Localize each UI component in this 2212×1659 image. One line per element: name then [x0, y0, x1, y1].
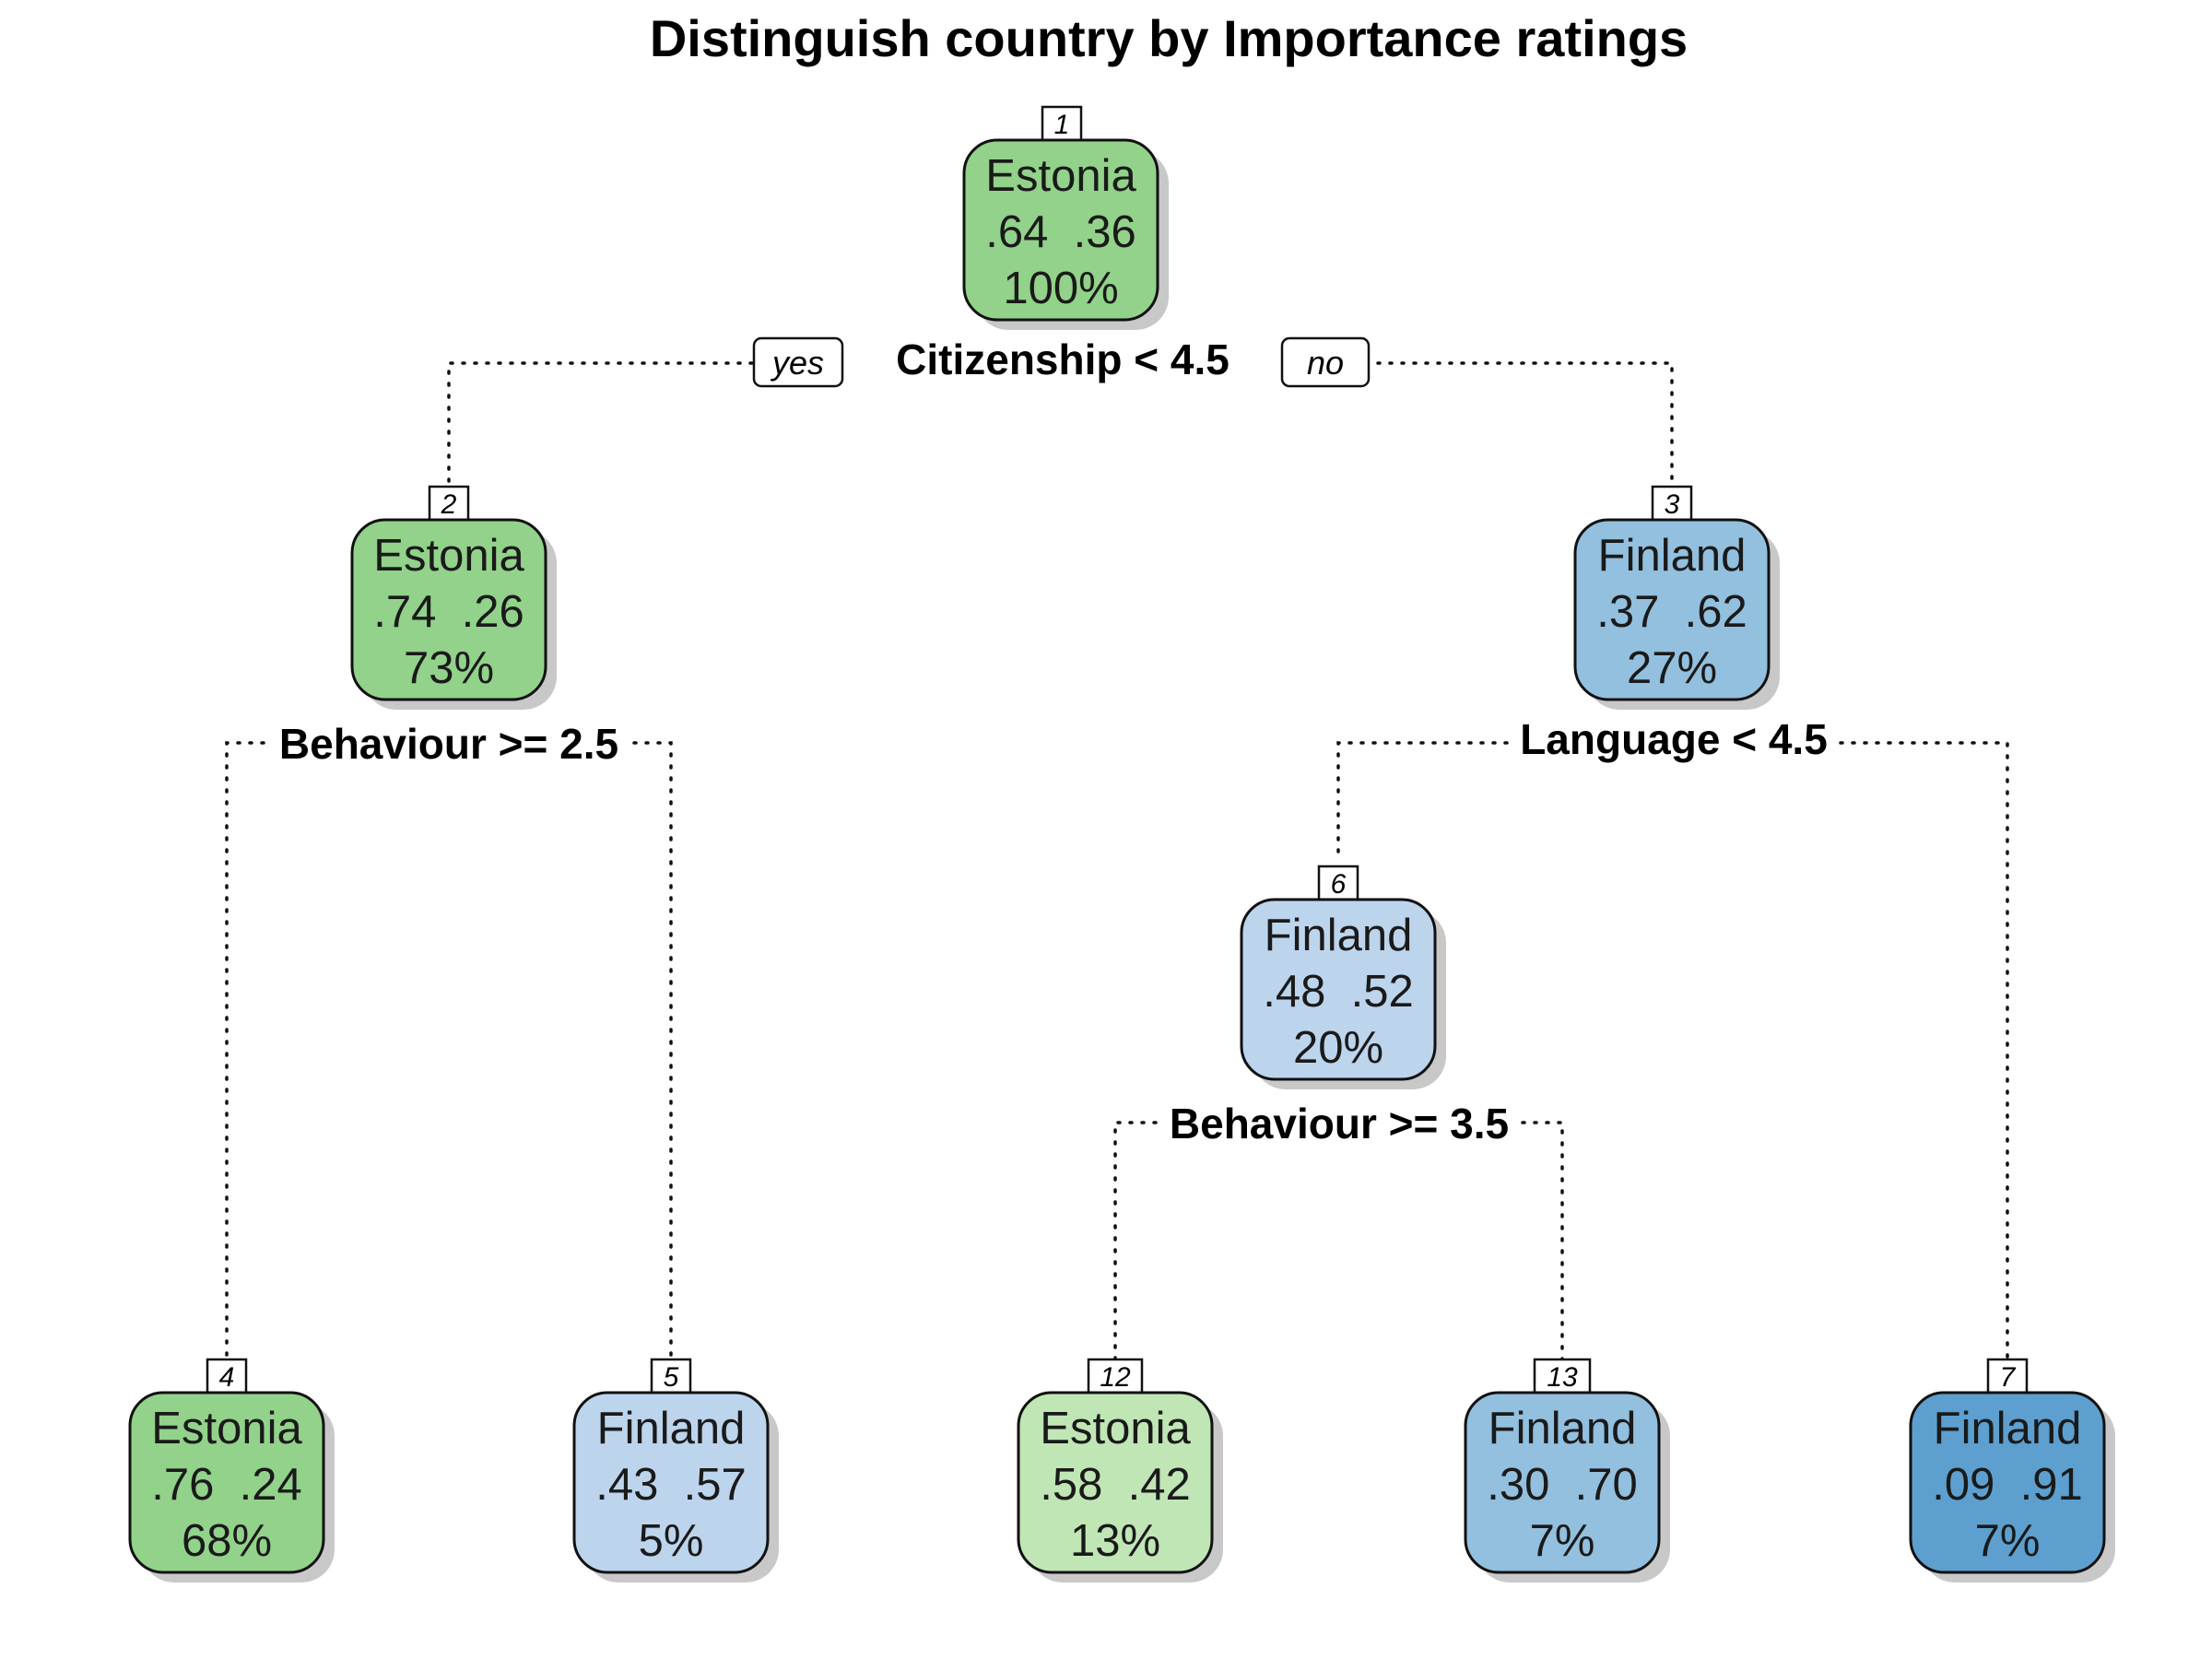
edge-3-6 [1336, 741, 1509, 864]
edge-1-2 [447, 361, 754, 483]
node-box [128, 1391, 325, 1574]
node-box [572, 1391, 770, 1574]
tree-node-6: 6 Finland .48 .52 20% [1240, 865, 1446, 1089]
node-class: Finland [1488, 1404, 1637, 1453]
node-number: 5 [664, 1362, 679, 1393]
node-number: 2 [441, 489, 457, 520]
node-probs: .09 .91 [1932, 1460, 2082, 1510]
node-number-box [1986, 1358, 2029, 1394]
node-number: 1 [1054, 110, 1070, 140]
tree-node-12: 12 Estonia .58 .42 13% [1017, 1358, 1223, 1583]
node-number-box [206, 1358, 248, 1394]
node-number-box [1651, 485, 1693, 522]
node-percent: 100% [1003, 264, 1118, 313]
node-number-box [428, 485, 470, 522]
node-percent: 5% [639, 1516, 704, 1566]
node-probs: .43 .57 [595, 1460, 746, 1510]
tree-node-1: 1 Estonia .64 .36 100% [962, 105, 1169, 330]
node-number: 12 [1100, 1362, 1131, 1393]
node-probs: .64 .36 [985, 207, 1135, 257]
node-percent: 7% [1530, 1516, 1595, 1566]
node-number-box [650, 1358, 692, 1394]
split-label-1: Citizenship < 4.5 [896, 335, 1230, 383]
node-number: 6 [1331, 869, 1347, 900]
split-label-6: Behaviour >= 3.5 [1170, 1100, 1509, 1147]
edge-6-12 [1113, 1121, 1158, 1362]
node-class: Finland [1598, 531, 1747, 581]
split-label-2: Behaviour >= 2.5 [279, 720, 618, 768]
tree-node-7: 7 Finland .09 .91 7% [1909, 1358, 2115, 1583]
edge-2-4 [225, 741, 265, 1362]
node-percent: 20% [1293, 1023, 1383, 1073]
node-class: Estonia [985, 151, 1136, 201]
node-percent: 27% [1627, 643, 1717, 693]
node-class: Finland [1265, 911, 1413, 960]
node-box [1464, 1391, 1661, 1574]
node-class: Estonia [1040, 1404, 1191, 1453]
node-number: 3 [1665, 489, 1680, 520]
edge-1-3 [1376, 361, 1674, 483]
tree-node-3: 3 Finland .37 .62 27% [1573, 485, 1780, 710]
node-class: Finland [1934, 1404, 2082, 1453]
tree-node-4: 4 Estonia .76 .24 68% [128, 1358, 335, 1583]
tree-node-13: 13 Finland .30 .70 7% [1464, 1358, 1670, 1583]
node-class: Estonia [373, 531, 524, 581]
node-percent: 7% [1975, 1516, 2041, 1566]
tree-node-2: 2 Estonia .74 .26 73% [350, 485, 557, 710]
node-box [1240, 898, 1437, 1081]
node-box [1909, 1391, 2106, 1574]
node-class: Finland [597, 1404, 746, 1453]
edge-3-7 [1839, 741, 2009, 1362]
node-probs: .48 .52 [1263, 967, 1413, 1017]
node-probs: .74 .26 [373, 587, 524, 637]
no-label-text: no [1307, 344, 1344, 382]
node-probs: .58 .42 [1040, 1460, 1190, 1510]
split-label-3: Language < 4.5 [1520, 715, 1828, 763]
tree-edges [225, 361, 2009, 1362]
no-label-box [1280, 336, 1371, 388]
diagram-title: Distinguish country by Importance rating… [650, 9, 1688, 67]
node-number: 13 [1547, 1362, 1578, 1393]
node-probs: .30 .70 [1487, 1460, 1637, 1510]
yes-label-text: yes [770, 344, 824, 382]
edge-6-13 [1521, 1121, 1564, 1362]
node-probs: .76 .24 [151, 1460, 301, 1510]
node-number: 7 [2000, 1362, 2017, 1393]
node-class: Estonia [151, 1404, 302, 1453]
node-percent: 13% [1070, 1516, 1160, 1566]
node-probs: .37 .62 [1596, 587, 1747, 637]
yes-label: yes [752, 336, 844, 388]
yes-label-box [752, 336, 844, 388]
tree-node-5: 5 Finland .43 .57 5% [572, 1358, 779, 1583]
node-percent: 73% [404, 643, 494, 693]
node-box [962, 138, 1159, 322]
node-box [350, 518, 547, 701]
no-label: no [1280, 336, 1371, 388]
node-box [1573, 518, 1771, 701]
edge-2-5 [632, 741, 673, 1362]
node-box [1017, 1391, 1214, 1574]
node-number: 4 [219, 1362, 235, 1393]
node-percent: 68% [182, 1516, 272, 1566]
node-number-box [1533, 1358, 1592, 1394]
